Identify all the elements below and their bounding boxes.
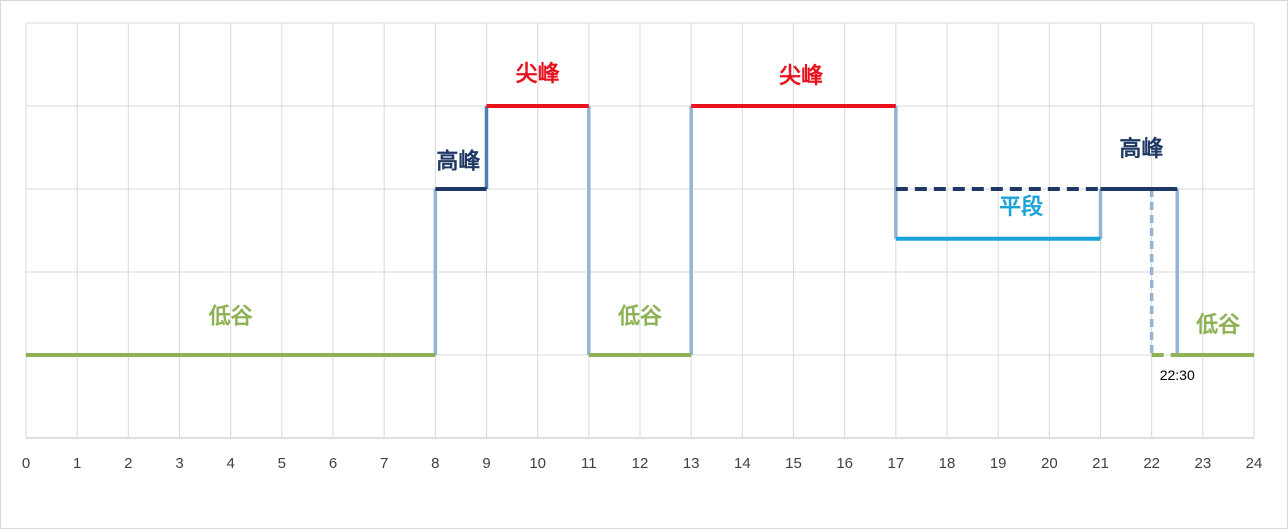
x-tick-label: 6	[329, 455, 337, 472]
x-tick-label: 0	[22, 455, 30, 472]
period-label: 尖峰	[779, 64, 824, 89]
x-tick-label: 16	[836, 455, 853, 472]
x-tick-label: 18	[939, 455, 956, 472]
x-tick-label: 7	[380, 455, 388, 472]
x-tick-label: 2	[124, 455, 132, 472]
transition-lines	[433, 106, 1179, 355]
x-tick-label: 17	[887, 455, 904, 472]
annotations: 22:30	[1160, 367, 1195, 383]
x-tick-label: 14	[734, 455, 751, 472]
x-tick-label: 20	[1041, 455, 1058, 472]
x-tick-label: 3	[175, 455, 183, 472]
period-label: 低谷	[208, 304, 254, 329]
x-tick-label: 5	[278, 455, 286, 472]
x-tick-label: 9	[482, 455, 490, 472]
x-tick-label: 4	[226, 455, 234, 472]
x-tick-label: 10	[529, 455, 546, 472]
x-tick-label: 21	[1092, 455, 1109, 472]
x-tick-label: 24	[1246, 455, 1263, 472]
grid-lines	[25, 22, 1255, 439]
x-tick-label: 22	[1143, 455, 1160, 472]
period-label: 低谷	[1195, 313, 1241, 338]
x-tick-label: 23	[1194, 455, 1211, 472]
x-tick-label: 13	[683, 455, 700, 472]
period-label: 尖峰	[516, 62, 561, 87]
x-tick-label: 12	[632, 455, 649, 472]
x-tick-label: 11	[581, 455, 597, 472]
period-segments	[26, 104, 1254, 357]
x-axis-tick-labels: 0 1 2 3 4 5 6 7 8 9 10 11 12 13 14 15 16 17 18 19 20 21 22 23 24	[22, 455, 1263, 472]
time-annotation: 22:30	[1160, 367, 1195, 383]
x-tick-label: 1	[73, 455, 81, 472]
period-label: 平段	[999, 194, 1043, 220]
x-tick-label: 15	[785, 455, 802, 472]
period-label: 高峰	[436, 148, 481, 174]
x-tick-label: 8	[431, 455, 439, 472]
x-tick-label: 19	[990, 455, 1007, 472]
period-label: 低谷	[617, 304, 663, 329]
period-label: 高峰	[1119, 136, 1164, 162]
